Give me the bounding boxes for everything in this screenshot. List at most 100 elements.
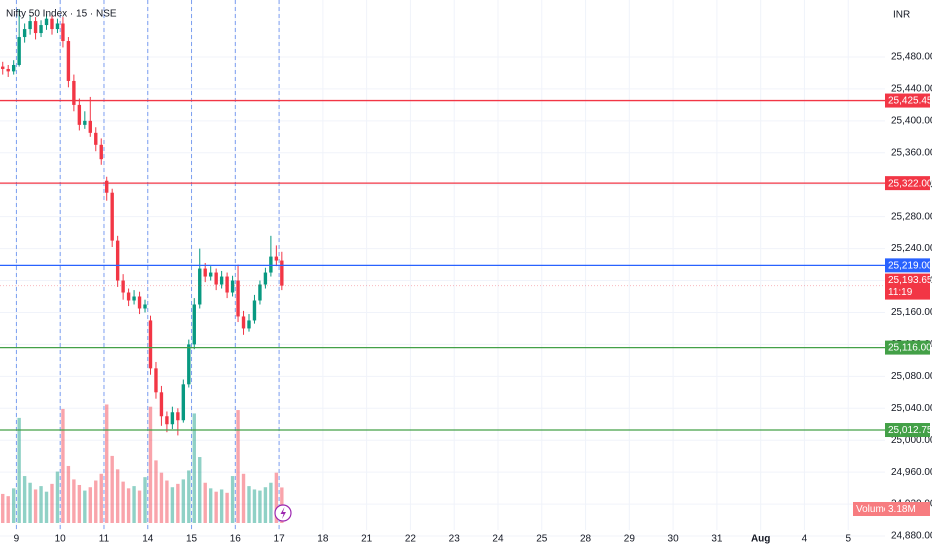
candle-body xyxy=(176,412,180,421)
volume-bar xyxy=(143,477,147,523)
x-tick-label: Aug xyxy=(751,534,770,545)
candle-body xyxy=(159,392,164,417)
volume-bar xyxy=(241,473,246,523)
volume-bar xyxy=(230,476,235,523)
candle-body xyxy=(137,296,142,309)
volume-bar xyxy=(198,457,202,523)
y-tick-label: 25,400.00 xyxy=(891,116,932,127)
currency[interactable]: INR xyxy=(893,10,910,21)
volume-bar xyxy=(105,404,109,523)
price-level-tag xyxy=(885,258,930,273)
candle-body xyxy=(143,304,147,309)
candle-body xyxy=(121,280,125,293)
volume-bar xyxy=(22,476,27,523)
candle-body xyxy=(247,320,251,329)
x-tick-label: 23 xyxy=(449,534,461,545)
x-tick-label: 9 xyxy=(14,534,20,545)
candle-body xyxy=(198,268,202,305)
candle-body xyxy=(126,292,131,301)
volume-bar xyxy=(126,488,131,523)
candle-body xyxy=(83,120,87,125)
candle-body xyxy=(230,280,235,293)
volume-bar xyxy=(263,487,268,523)
candle-body xyxy=(165,416,169,425)
candle-body xyxy=(50,18,54,30)
candle-body xyxy=(170,412,175,425)
volume-bar xyxy=(137,490,142,523)
volume-tag xyxy=(853,502,885,516)
volume-bar xyxy=(110,455,114,523)
volume-bar xyxy=(17,417,21,523)
countdown: 11:19 xyxy=(888,287,913,298)
candle-body xyxy=(6,68,10,72)
y-tick-label: 25,160.00 xyxy=(891,307,932,318)
volume-bar xyxy=(274,472,279,523)
candle-body xyxy=(72,80,76,105)
y-tick-label: 25,440.00 xyxy=(891,84,932,95)
volume-bar xyxy=(72,479,76,523)
price-level-tag xyxy=(885,93,930,108)
volume-bar xyxy=(269,482,273,523)
y-tick-label: 25,360.00 xyxy=(891,147,932,158)
candle-body xyxy=(94,132,98,145)
volume-name: Volume xyxy=(856,504,890,515)
x-tick-label: 21 xyxy=(361,534,373,545)
candle-body xyxy=(61,23,65,42)
volume-bar xyxy=(154,460,158,523)
candle-body xyxy=(241,316,246,329)
price-level-label: 25,012.75 xyxy=(888,425,932,436)
volume-bar xyxy=(1,493,5,523)
price-level-label: 25,116.00 xyxy=(888,343,932,354)
x-tick-label: 28 xyxy=(580,534,592,545)
volume-bar xyxy=(159,472,164,523)
volume-bar xyxy=(121,481,125,523)
volume-bar xyxy=(176,483,180,523)
x-tick-label: 29 xyxy=(624,534,636,545)
y-tick-label: 25,280.00 xyxy=(891,211,932,222)
candle-body xyxy=(33,21,38,34)
chart-title: Nifty 50 Index · 15 · NSE xyxy=(6,9,117,20)
volume-bar xyxy=(28,482,32,523)
candle-body xyxy=(22,29,27,38)
volume-bar xyxy=(99,473,103,523)
x-tick-label: 4 xyxy=(802,534,808,545)
candle-body xyxy=(225,276,229,293)
x-tick-label: 31 xyxy=(711,534,723,545)
volume-bar xyxy=(50,483,54,523)
candle-body xyxy=(219,276,224,285)
volume-bar xyxy=(55,471,60,523)
y-tick-label: 25,240.00 xyxy=(891,243,932,254)
candle-body xyxy=(274,256,279,261)
axis: 24,880.0024,920.0024,960.0025,000.0025,0… xyxy=(14,52,932,545)
volume-bar xyxy=(39,486,43,523)
volume-bar xyxy=(219,489,224,523)
candle-body xyxy=(77,104,82,125)
candle-body xyxy=(148,320,153,369)
volume-bar xyxy=(94,480,98,523)
candle-body xyxy=(28,21,32,30)
volume-bar xyxy=(192,413,196,523)
volume-bar xyxy=(214,491,218,523)
volume-value: 3.18M xyxy=(888,504,916,515)
y-tick-label: 24,880.00 xyxy=(891,531,932,542)
candle-body xyxy=(99,144,103,160)
candle-body xyxy=(192,304,196,345)
volume-bar xyxy=(187,470,191,523)
volume-bar xyxy=(88,487,92,523)
candle-body xyxy=(105,180,109,193)
volume-bar xyxy=(61,408,65,523)
volume-bar xyxy=(165,480,169,523)
last-price-label: 25,193.65 xyxy=(888,275,932,286)
candle-body xyxy=(187,344,191,385)
volume-bar xyxy=(203,482,207,523)
volume-bar xyxy=(236,410,240,523)
volume-bar xyxy=(225,492,229,523)
x-tick-label: 15 xyxy=(186,534,198,545)
candle-body xyxy=(263,272,268,285)
x-tick-label: 10 xyxy=(55,534,67,545)
candle-body xyxy=(208,272,213,277)
candle-body xyxy=(154,368,158,393)
volume-bar xyxy=(252,489,257,523)
x-tick-label: 17 xyxy=(274,534,286,545)
